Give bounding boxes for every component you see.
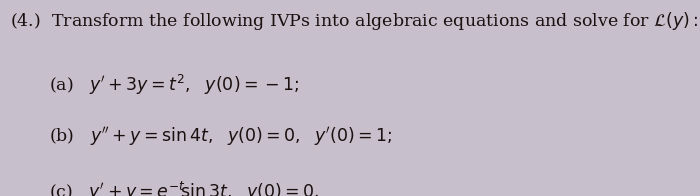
Text: (b)   $y'' + y = \sin 4t,\ \ y(0) = 0,\ \ y'(0) = 1;$: (b) $y'' + y = \sin 4t,\ \ y(0) = 0,\ \ … — [49, 125, 393, 148]
Text: (4.)  Transform the following IVPs into algebraic equations and solve for $\math: (4.) Transform the following IVPs into a… — [10, 10, 699, 32]
Text: (a)   $y' + 3y = t^2,\ \ y(0) = -1;$: (a) $y' + 3y = t^2,\ \ y(0) = -1;$ — [49, 73, 300, 97]
Text: (c)   $y' + y = e^{-t}\!\sin 3t,\ \ y(0) = 0.$: (c) $y' + y = e^{-t}\!\sin 3t,\ \ y(0) =… — [49, 180, 320, 196]
